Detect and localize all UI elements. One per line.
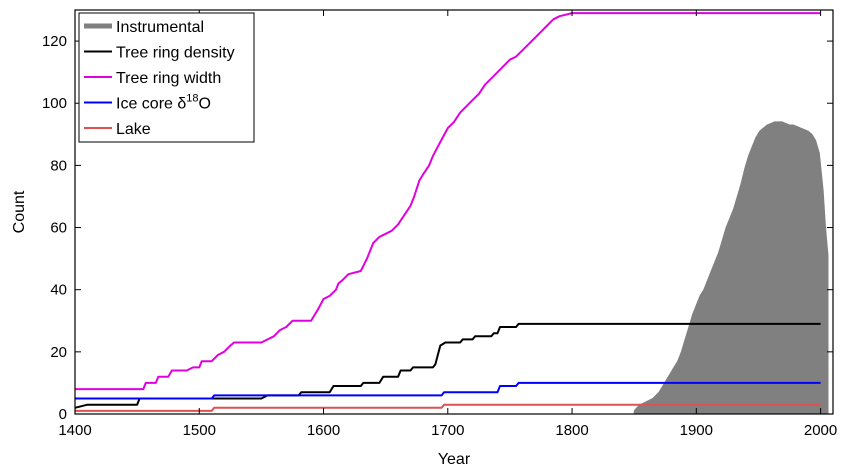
legend-label-ice_core: Ice core δ18O <box>116 93 211 113</box>
series-tree_width-line <box>75 12 821 391</box>
y-tick-label: 80 <box>50 157 67 174</box>
x-tick-label: 1800 <box>555 422 588 439</box>
y-tick-label: 20 <box>50 344 67 361</box>
x-tick-label: 1900 <box>680 422 713 439</box>
legend-label-tree_density: Tree ring density <box>116 45 235 62</box>
y-tick-label: 120 <box>42 33 67 50</box>
x-tick-label: 2000 <box>804 422 837 439</box>
series-tree_density-line <box>74 322 821 409</box>
x-tick-label: 1600 <box>307 422 340 439</box>
x-axis: 1400 1500 1600 1700 1800 1900 2000 <box>58 10 837 439</box>
legend-label-lake: Lake <box>116 121 151 138</box>
series-ice_core-line <box>75 381 821 400</box>
y-tick-label: 100 <box>42 95 67 112</box>
y-tick-label: 40 <box>50 282 67 299</box>
plot-area <box>74 12 829 415</box>
x-tick-label: 1500 <box>183 422 216 439</box>
series-lake-line <box>75 403 821 412</box>
x-tick-label: 1400 <box>58 422 91 439</box>
axes-frame <box>74 9 834 415</box>
legend-label-instrumental: Instrumental <box>116 19 204 36</box>
series-layer <box>74 12 829 415</box>
x-axis-label: Year <box>438 451 471 468</box>
y-axis-label: Count <box>11 190 28 233</box>
x-tick-label: 1700 <box>431 422 464 439</box>
y-tick-label: 60 <box>50 220 67 237</box>
y-tick-label: 0 <box>59 406 67 423</box>
legend-label-tree_width: Tree ring width <box>116 70 221 87</box>
legend: Instrumental Tree ring density Tree ring w… <box>78 12 255 143</box>
y-axis: 0 20 40 60 80 100 120 <box>42 33 833 423</box>
series-instrumental-area <box>633 121 829 415</box>
